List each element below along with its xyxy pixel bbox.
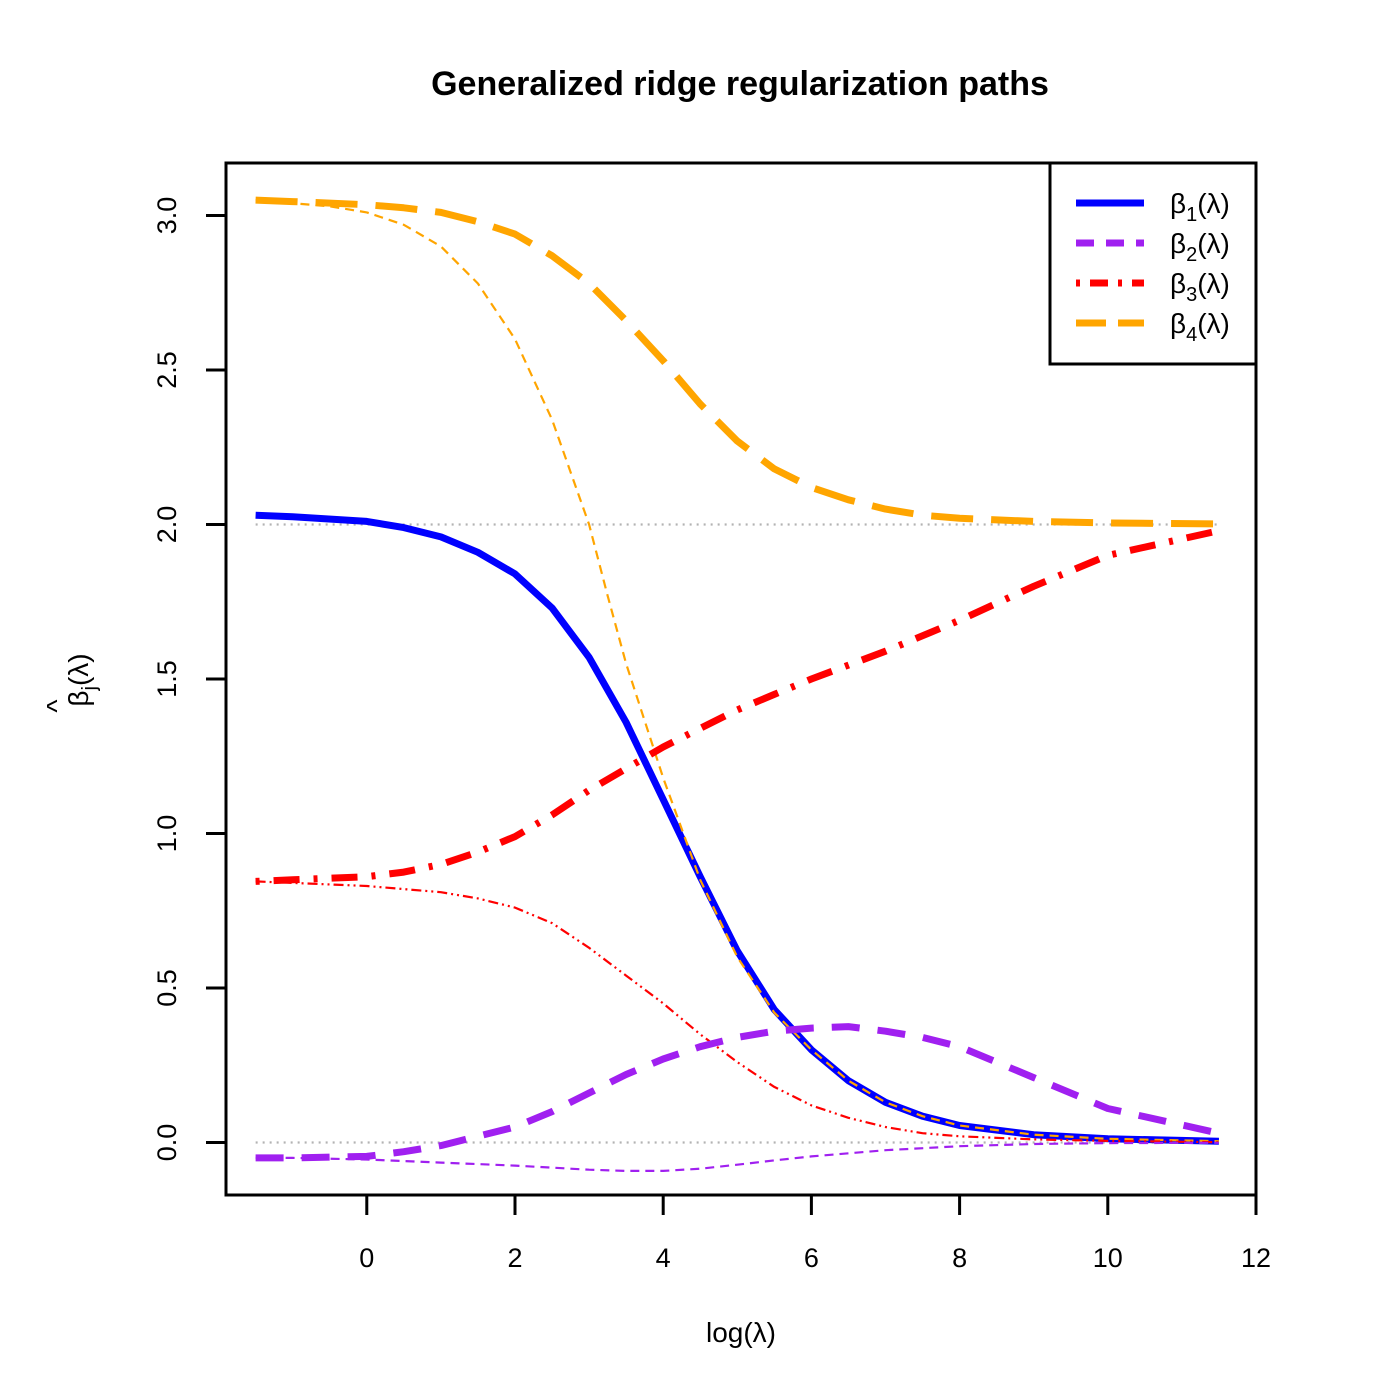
reference-lines xyxy=(255,523,1219,1144)
x-tick-label: 4 xyxy=(656,1243,671,1273)
y-axis-label: βj(λ) ^ xyxy=(41,653,101,712)
y-axis-label-hat: ^ xyxy=(41,699,72,712)
y-tick-label: 1.5 xyxy=(152,660,182,698)
legend-label-1: β1(λ) xyxy=(1170,188,1230,226)
legend-label-2: β2(λ) xyxy=(1170,228,1230,266)
y-axis-label-main: β xyxy=(63,691,94,707)
x-tick-label: 12 xyxy=(1241,1243,1271,1273)
legend-box xyxy=(1048,161,1258,366)
y-tick-label: 0.0 xyxy=(152,1124,182,1162)
series-line-3 xyxy=(255,1141,1219,1172)
x-axis-label: log(λ) xyxy=(706,1317,776,1348)
x-axis: 0 2 4 6 8 10 12 xyxy=(359,1193,1271,1273)
x-tick-label: 2 xyxy=(507,1243,522,1273)
series-line-5 xyxy=(255,527,1220,885)
series-line-0 xyxy=(255,511,1219,1145)
x-tick-label: 6 xyxy=(804,1243,819,1273)
x-tick-label: 10 xyxy=(1093,1243,1123,1273)
legend: β1(λ)β2(λ)β3(λ)β4(λ) xyxy=(1048,161,1258,366)
series-line-4 xyxy=(255,196,1219,528)
y-tick-label: 0.5 xyxy=(152,969,182,1007)
series-layer xyxy=(255,196,1220,1172)
chart-title: Generalized ridge regularization paths xyxy=(431,65,1049,103)
legend-label-3: β3(λ) xyxy=(1170,268,1230,306)
y-tick-label: 2.0 xyxy=(152,506,182,544)
legend-label-4: β4(λ) xyxy=(1170,308,1230,346)
series-line-2 xyxy=(255,880,1219,1144)
y-tick-label: 3.0 xyxy=(152,197,182,235)
svg-text:βj(λ): βj(λ) xyxy=(63,653,101,706)
x-tick-label: 0 xyxy=(359,1243,374,1273)
y-tick-label: 1.0 xyxy=(152,815,182,853)
y-axis-label-sub: j xyxy=(79,686,101,691)
y-axis: 0.0 0.5 1.0 1.5 2.0 2.5 3.0 xyxy=(152,197,228,1162)
series-line-6 xyxy=(255,1023,1220,1162)
y-axis-label-suffix: (λ) xyxy=(63,653,94,686)
y-tick-label: 2.5 xyxy=(152,351,182,389)
x-tick-label: 8 xyxy=(952,1243,967,1273)
